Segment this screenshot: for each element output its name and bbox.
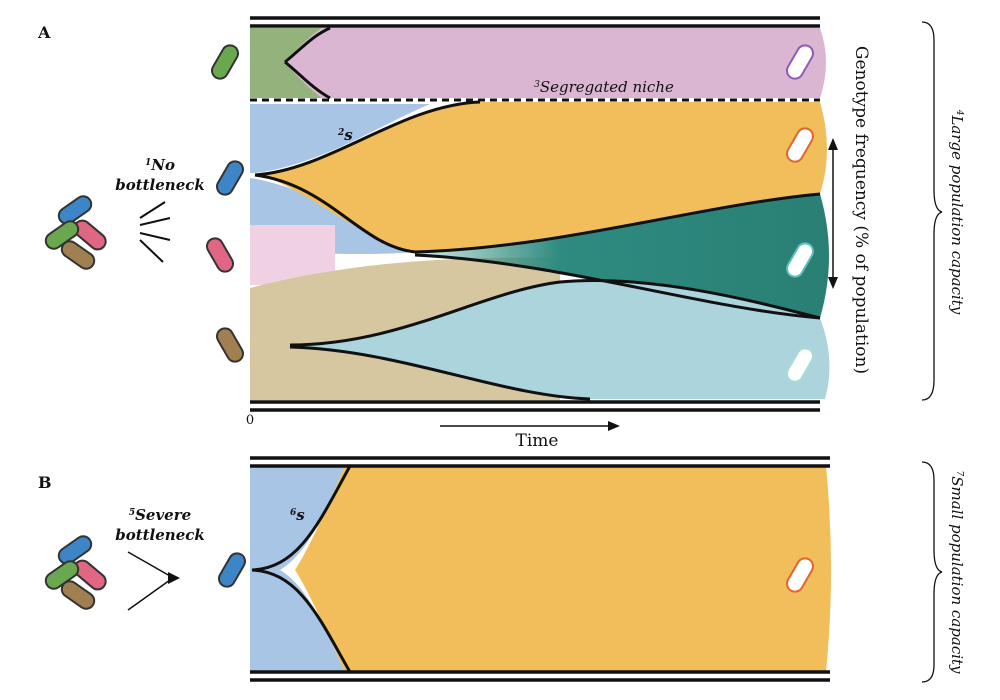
panel-label: B: [38, 473, 52, 492]
bacterium: [216, 327, 244, 363]
selection-label: 6s: [290, 506, 305, 524]
bracket: [921, 21, 943, 401]
bacterium: [57, 535, 93, 565]
origin-label: 0: [246, 413, 254, 428]
orange-region: [295, 466, 831, 672]
arrow-head: [608, 421, 620, 431]
shape: Segregated niche: [540, 78, 674, 96]
shape: [139, 239, 164, 263]
shape: 2: [337, 128, 344, 138]
y-axis-label: Genotype frequency (% of population): [851, 46, 871, 374]
shape: No: [150, 156, 175, 174]
bacterium: [786, 557, 814, 593]
light-blue-region: [290, 280, 830, 399]
capacity-label: 7Small population capacity: [948, 470, 966, 674]
shape: 7: [954, 470, 964, 476]
shape: [139, 232, 171, 241]
shape: bottleneck: [115, 526, 205, 544]
shape: [251, 465, 352, 673]
arrow-head: [168, 572, 180, 584]
blue-region: [250, 104, 430, 173]
bacterium: [786, 127, 814, 163]
shape: Small population capacity: [948, 476, 966, 674]
bacterium: [786, 347, 814, 383]
shape: s: [296, 506, 305, 524]
selection-label: 2s: [337, 126, 353, 144]
shape: [254, 100, 481, 254]
shape: [139, 217, 171, 226]
teal-region: [415, 194, 829, 318]
bacterium: [206, 237, 234, 273]
shape: [139, 201, 166, 219]
shape: 3: [534, 80, 540, 90]
shape: Severe: [135, 506, 191, 524]
shape: [284, 26, 331, 100]
panel-a: A 3Segregated niche 2s 1No bottleneck 0 T…: [37, 16, 966, 451]
shape: bottleneck: [115, 176, 205, 194]
bacterium: [60, 240, 96, 270]
capacity-label: 4Large population capacity: [948, 109, 966, 315]
bottleneck-label: 1No bottleneck: [115, 156, 205, 194]
shape: s: [344, 126, 353, 144]
shape: 4: [954, 109, 964, 116]
bracket: [921, 461, 943, 683]
bacteria-icons: [44, 44, 814, 610]
panel-b: B 6s 5Severe bottleneck 7Small population…: [38, 456, 966, 683]
bacterium: [218, 552, 246, 588]
bottleneck-arrows: [127, 551, 171, 611]
green-region: [250, 28, 322, 98]
shape: [289, 279, 821, 401]
bacterium: [216, 160, 244, 196]
x-axis-label: Time: [516, 431, 559, 451]
dispersal-arrows: [139, 201, 171, 263]
bacterium: [786, 44, 814, 80]
bacterium: [786, 242, 814, 278]
lineage-lines: [254, 26, 821, 401]
shape: Large population capacity: [948, 114, 966, 314]
shape: 5: [129, 508, 135, 518]
panel-label: A: [37, 23, 51, 42]
purple-region: [285, 28, 826, 98]
pink-region: [250, 225, 335, 285]
bacterium: [211, 44, 239, 80]
shape: 1: [145, 158, 151, 168]
bacterium: [57, 195, 93, 225]
niche-label: 3Segregated niche: [534, 78, 674, 96]
bottleneck-label: 5Severe bottleneck: [115, 506, 205, 544]
shape: [414, 192, 821, 320]
shape: 6: [290, 508, 297, 518]
bacterium: [60, 580, 96, 610]
